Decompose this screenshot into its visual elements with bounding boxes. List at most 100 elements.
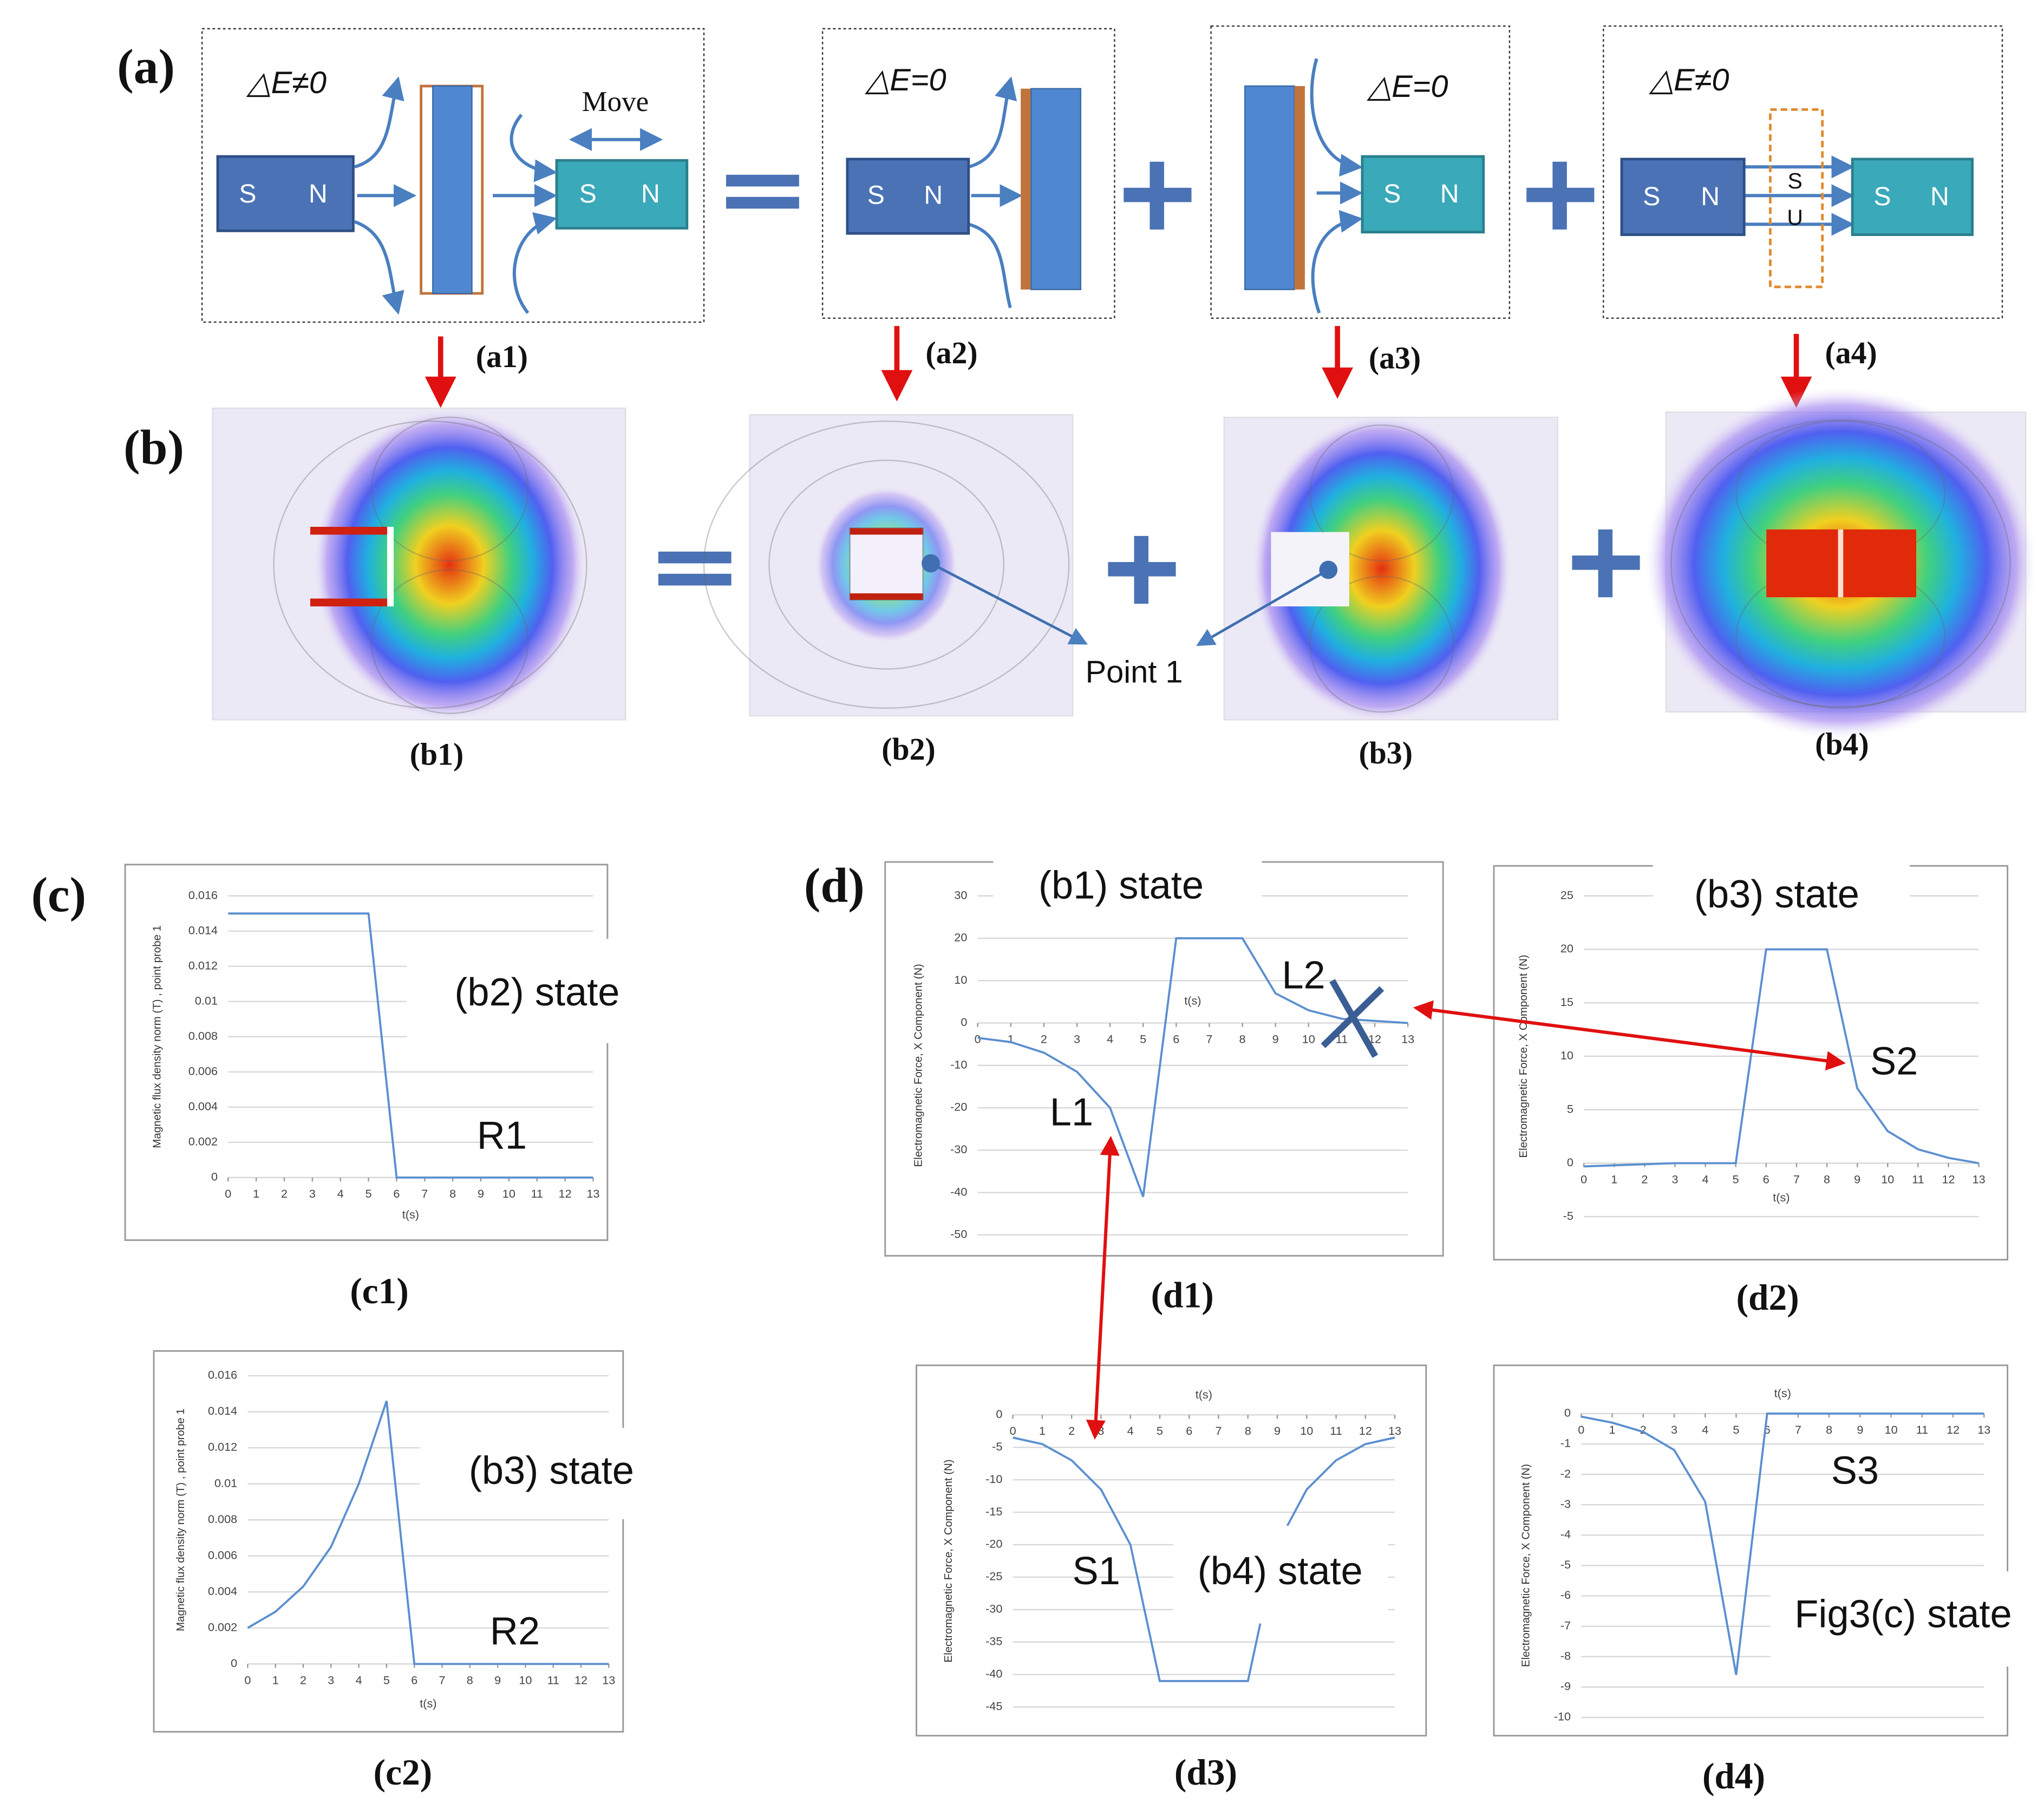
y-tick-label: 30: [954, 888, 967, 901]
down-arrows: [425, 326, 1812, 408]
y-tick-label: 0.014: [208, 1404, 237, 1417]
move-label: Move: [582, 86, 649, 117]
x-tick-label: 7: [1795, 1423, 1801, 1436]
data-line: [228, 912, 593, 1179]
y-tick-label: 20: [1560, 942, 1573, 955]
data-line: [247, 1400, 609, 1665]
chart-frame: [124, 864, 609, 1241]
y-axis-label: Magnetic flux density norm (T) , point p…: [151, 925, 164, 1148]
x-tick-label: 5: [1733, 1423, 1739, 1436]
x-tick-label: 6: [1186, 1424, 1192, 1437]
y-tick-label: 0.012: [188, 958, 218, 972]
x-tick-label: 10: [1885, 1423, 1898, 1436]
x-tick-label: 11: [531, 1187, 543, 1200]
y-tick-label: -10: [1554, 1710, 1571, 1723]
x-tick-label: 7: [1793, 1172, 1800, 1186]
x-tick-label: 1: [253, 1187, 259, 1200]
sub-label: (a4): [1825, 336, 1877, 370]
x-tick-label: 5: [1140, 1032, 1146, 1046]
data-line: [977, 937, 1408, 1198]
y-tick-label: -1: [1560, 1436, 1571, 1450]
pole: N: [1440, 179, 1459, 208]
x-axis-label: t(s): [1774, 1386, 1791, 1400]
annotation-box: [993, 841, 1262, 929]
y-tick-label: -50: [950, 1227, 967, 1241]
y-tick-label: -10: [950, 1057, 967, 1071]
y-tick-label: 0: [231, 1656, 237, 1670]
x-tick-label: 4: [1127, 1424, 1134, 1437]
pole: S: [867, 180, 885, 210]
x-tick-label: 1: [1039, 1424, 1046, 1437]
x-tick-label: 3: [1671, 1172, 1678, 1186]
x-tick-label: 11: [1912, 1172, 1924, 1186]
x-tick-label: 5: [365, 1187, 372, 1200]
pole: N: [309, 179, 328, 208]
x-tick-label: 7: [421, 1187, 428, 1200]
y-tick-label: 0.008: [208, 1512, 237, 1526]
x-tick-label: 3: [309, 1187, 316, 1200]
energy: △E=0: [1367, 69, 1448, 104]
point-label: Point 1: [1086, 655, 1183, 689]
x-tick-label: 6: [1763, 1172, 1769, 1186]
x-tick-label: 10: [1302, 1032, 1315, 1046]
sub-label: (b2): [881, 732, 935, 767]
y-axis-label: Magnetic flux density norm (T) , point p…: [174, 1408, 187, 1631]
y-tick-label: 0.004: [188, 1100, 218, 1113]
y-tick-label: 25: [1560, 888, 1573, 901]
magnet: [555, 159, 689, 230]
y-tick-label: -3: [1560, 1497, 1571, 1511]
chart: 0-5-10-15-20-25-30-35-40-450 1 2 3 4 5 6 7 8 9 10 1…: [916, 1364, 1427, 1793]
x-tick-label: 8: [1239, 1032, 1246, 1046]
chart: 0 0.002 0.004 0.006 0.008 0.01 0.012 0.014 0.016…: [153, 1350, 676, 1793]
chart-label: (c2): [374, 1752, 432, 1793]
diagram-b: (b) Point 1 (b1) (b2) (b3) (b4): [123, 387, 2036, 772]
x-tick-label: 1: [1611, 1172, 1617, 1186]
x-tick-label: 11: [1330, 1424, 1342, 1437]
y-axis-label: Electromagnetic Force, X Component (N): [1517, 955, 1530, 1158]
sub-label: (b1): [410, 737, 463, 772]
magnet: [1620, 158, 1746, 236]
x-tick-label: 3: [1671, 1423, 1677, 1436]
y-tick-label: -9: [1560, 1680, 1571, 1693]
overlay-box: [1769, 108, 1824, 289]
x-tick-label: 0: [1578, 1423, 1584, 1436]
plate: [1030, 88, 1082, 290]
y-tick-label: 0.012: [208, 1440, 237, 1454]
y-tick-label: -45: [985, 1699, 1002, 1713]
y-tick-label: -10: [985, 1472, 1002, 1486]
x-tick-label: 0: [244, 1673, 251, 1687]
annotation: (b1) state: [1039, 864, 1204, 907]
plate: [1294, 86, 1305, 290]
panel-label: (d): [804, 858, 865, 913]
y-tick-label: -15: [985, 1505, 1002, 1518]
x-tick-label: 12: [559, 1187, 572, 1200]
x-axis-label: t(s): [420, 1697, 436, 1710]
x-tick-label: 1: [1609, 1423, 1616, 1436]
x-tick-label: 9: [1857, 1423, 1863, 1436]
energy: △E≠0: [246, 66, 326, 100]
y-tick-label: 20: [954, 931, 967, 944]
y-tick-label: 10: [1560, 1049, 1573, 1062]
y-axis-label: Electromagnetic Force, X Component (N): [912, 964, 925, 1167]
x-tick-label: 5: [1733, 1172, 1739, 1186]
x-tick-label: 3: [1098, 1424, 1104, 1437]
x-tick-label: 12: [574, 1673, 587, 1687]
y-tick-label: -6: [1560, 1588, 1571, 1602]
field-arrows: [354, 58, 1854, 315]
x-tick-label: 11: [1336, 1032, 1348, 1046]
x-tick-label: 7: [1215, 1424, 1222, 1437]
y-tick-label: -30: [985, 1602, 1002, 1616]
y-tick-label: -2: [1560, 1467, 1571, 1480]
link-arrow: [1413, 1000, 1846, 1071]
x-tick-label: 10: [1300, 1424, 1313, 1437]
x-tick-label: 10: [519, 1673, 532, 1687]
annotation-box: [1653, 850, 1910, 942]
x-tick-label: 3: [1074, 1032, 1080, 1046]
sub-label: (b3): [1359, 736, 1412, 770]
annotation-box: [420, 1428, 676, 1519]
x-tick-label: 5: [1157, 1424, 1163, 1437]
pole: S: [239, 179, 256, 208]
y-tick-label: 0: [961, 1015, 967, 1029]
plate: [1244, 85, 1295, 290]
